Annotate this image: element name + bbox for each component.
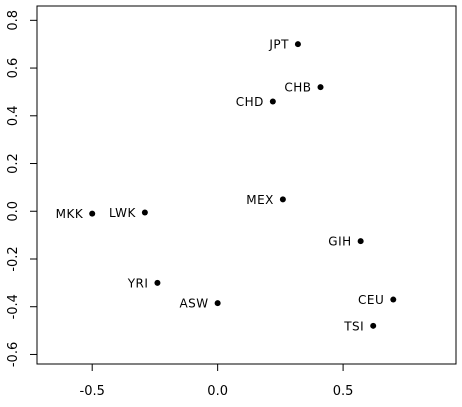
data-point-lwk: [141, 209, 148, 216]
x-tick-label: 0.5: [333, 384, 354, 399]
point-label-mkk: MKK: [56, 207, 84, 221]
point-label-asw: ASW: [179, 297, 208, 311]
y-tick-label: 0.2: [6, 153, 21, 174]
data-point-asw: [214, 300, 221, 307]
point-label-yri: YRI: [127, 276, 149, 290]
point-label-jpt: JPT: [268, 38, 289, 52]
data-point-gih: [357, 238, 364, 245]
data-point-tsi: [370, 322, 377, 329]
x-axis: -0.5 0.0 0.5: [80, 364, 354, 399]
point-label-chb: CHB: [284, 81, 311, 95]
data-point-chd: [269, 98, 276, 105]
point-label-tsi: TSI: [343, 319, 364, 333]
data-point-mex: [279, 196, 286, 203]
point-label-chd: CHD: [236, 95, 264, 109]
x-tick-label: -0.5: [80, 384, 105, 399]
y-tick-label: 0.0: [6, 201, 21, 222]
y-tick-label: -0.4: [6, 294, 21, 319]
data-point-ceu: [390, 296, 397, 303]
y-axis: -0.6 -0.4 -0.2 0.0 0.2 0.4 0.6 0.8: [6, 10, 37, 367]
x-tick-label: 0.0: [207, 384, 228, 399]
y-tick-label: 0.8: [6, 10, 21, 31]
y-tick-label: 0.6: [6, 58, 21, 79]
plot-frame: [36, 5, 457, 365]
data-point-chb: [317, 84, 324, 91]
y-tick-label: 0.4: [6, 105, 21, 126]
point-label-lwk: LWK: [109, 206, 136, 220]
data-point-mkk: [89, 210, 96, 217]
point-label-mex: MEX: [246, 193, 274, 207]
data-points: JPT CHB CHD MEX MKK LWK GIH YRI ASW CEU TSI: [56, 38, 397, 333]
data-point-jpt: [294, 41, 301, 48]
point-label-ceu: CEU: [358, 293, 384, 307]
point-label-gih: GIH: [328, 235, 351, 249]
y-tick-label: -0.2: [6, 246, 21, 271]
data-point-yri: [154, 279, 161, 286]
y-tick-label: -0.6: [6, 342, 21, 367]
